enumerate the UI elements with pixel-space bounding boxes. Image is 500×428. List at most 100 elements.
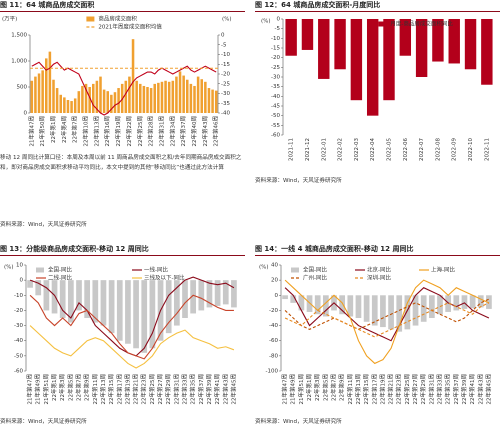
x-tick-label: 22年第16周: [103, 116, 111, 146]
bar: [149, 280, 156, 349]
y-tick-label: -35: [271, 84, 280, 90]
bar: [383, 19, 395, 101]
y-tick-label: -50: [14, 353, 23, 359]
bar: [135, 80, 138, 113]
x-tick-label: 2022-11: [484, 138, 490, 161]
y-tick-label: -40: [14, 338, 23, 344]
x-tick-label: 22年第33周: [181, 374, 189, 405]
bar: [282, 295, 288, 300]
y2-tick-label: -5: [221, 42, 227, 48]
bar: [128, 76, 131, 113]
y2-tick-label: -25: [221, 81, 230, 87]
bar: [481, 19, 493, 85]
y-tick-label: -80: [269, 353, 278, 359]
y-tick-label: -30: [271, 75, 280, 81]
bar: [461, 295, 468, 309]
bar: [66, 100, 70, 113]
x-tick-label: 22年第3周: [58, 374, 66, 401]
x-tick-label: 22年第41周: [468, 374, 476, 405]
y2-tick-label: -10: [221, 52, 230, 58]
legend-label: 上海-同比: [431, 266, 455, 274]
bar: [139, 83, 142, 113]
bar: [73, 98, 77, 113]
legend-swatch: [378, 21, 387, 27]
x-tick-label: 22年第17周: [115, 374, 123, 405]
legend-label: 商品房成交面积: [98, 15, 137, 23]
bar: [43, 280, 50, 311]
chart: 0 -5 -10 -15 -20 -25 -30 -35 -40 -45 -50 -55 -60 (%) 2…: [261, 17, 493, 161]
y-unit: (%): [261, 19, 271, 25]
bar: [206, 280, 213, 308]
bar: [45, 58, 48, 113]
bar: [108, 280, 115, 334]
bar: [141, 280, 148, 353]
x-tick-label: 22年第21周: [132, 374, 140, 405]
chart-title: 图 13：分能级商品房成交面积-移动 12 周同比: [0, 244, 245, 256]
bar: [59, 280, 66, 318]
bar: [100, 280, 107, 326]
bar: [48, 51, 52, 113]
x-tick-label: 22年第34周: [168, 116, 176, 147]
y-tick-label: -5: [275, 26, 281, 32]
source: 资料来源：Wind，天风证券研究所: [255, 178, 342, 184]
bar: [99, 76, 102, 113]
bar: [52, 79, 55, 113]
bar: [35, 280, 42, 296]
bar: [63, 97, 66, 113]
bar: [412, 295, 419, 326]
bar: [182, 280, 188, 318]
y-tick-label: -60: [14, 369, 23, 375]
x-tick-label: 22年第11周: [346, 374, 354, 405]
bar: [290, 295, 297, 303]
bar: [445, 295, 452, 312]
x-tick-label: 22年第25周: [148, 374, 156, 405]
legend-swatch: [291, 267, 299, 273]
y-tick-label: 1,500: [11, 33, 27, 39]
x-tick-label: 22年第23周: [140, 374, 148, 405]
bar: [198, 280, 205, 311]
bar: [371, 295, 378, 326]
x-tick-label: 22年第7周: [330, 374, 338, 401]
bar: [339, 295, 346, 315]
bar: [285, 19, 297, 56]
x-tick-label: 22年第1周: [49, 116, 57, 143]
bar: [363, 295, 370, 322]
bar: [102, 89, 106, 113]
bar: [196, 76, 200, 113]
y-tick-label: -60: [269, 338, 278, 344]
chart-title: 图 11：64 城商品房成交面积: [0, 0, 245, 12]
bar: [113, 92, 117, 113]
y-tick-label: -55: [271, 123, 280, 129]
y-tick-label: 500: [17, 85, 28, 91]
y-tick-label: -45: [271, 104, 280, 110]
x-tick-label: 22年第4周: [60, 116, 68, 143]
bar: [222, 280, 229, 305]
bar: [88, 87, 91, 113]
x-tick-label: 2022-08: [435, 138, 441, 161]
line: [284, 302, 490, 338]
chart: 10 0 -10 -20 -30 -40 -50 -60 (%) 21年第47周 21年第49周 21…: [4, 263, 237, 405]
x-tick-label: 22年第46周: [212, 116, 220, 147]
bar: [70, 101, 73, 113]
bar: [214, 90, 218, 113]
x-tick-label: 22年第39周: [460, 374, 468, 405]
bar: [453, 295, 460, 311]
bar: [51, 280, 58, 314]
y-tick-label: 1,000: [11, 59, 27, 65]
bar: [124, 80, 128, 113]
x-tick-label: 2022-01: [321, 138, 327, 161]
y-tick-label: 20: [271, 278, 278, 284]
bar: [193, 85, 196, 113]
x-tick-label: 22年第17周: [370, 374, 378, 405]
bar: [146, 87, 149, 113]
bar: [298, 295, 305, 311]
y-tick-label: -20: [14, 308, 23, 314]
chart-title: 图 12：64 城商品房成交面积-月度同比: [255, 0, 500, 12]
bar: [27, 280, 33, 288]
bar: [117, 88, 120, 113]
bar: [171, 80, 175, 113]
bar: [133, 280, 139, 349]
bar: [211, 89, 214, 113]
y-tick-label: -40: [271, 94, 280, 100]
x-tick-label: 22年第7周: [71, 116, 79, 143]
